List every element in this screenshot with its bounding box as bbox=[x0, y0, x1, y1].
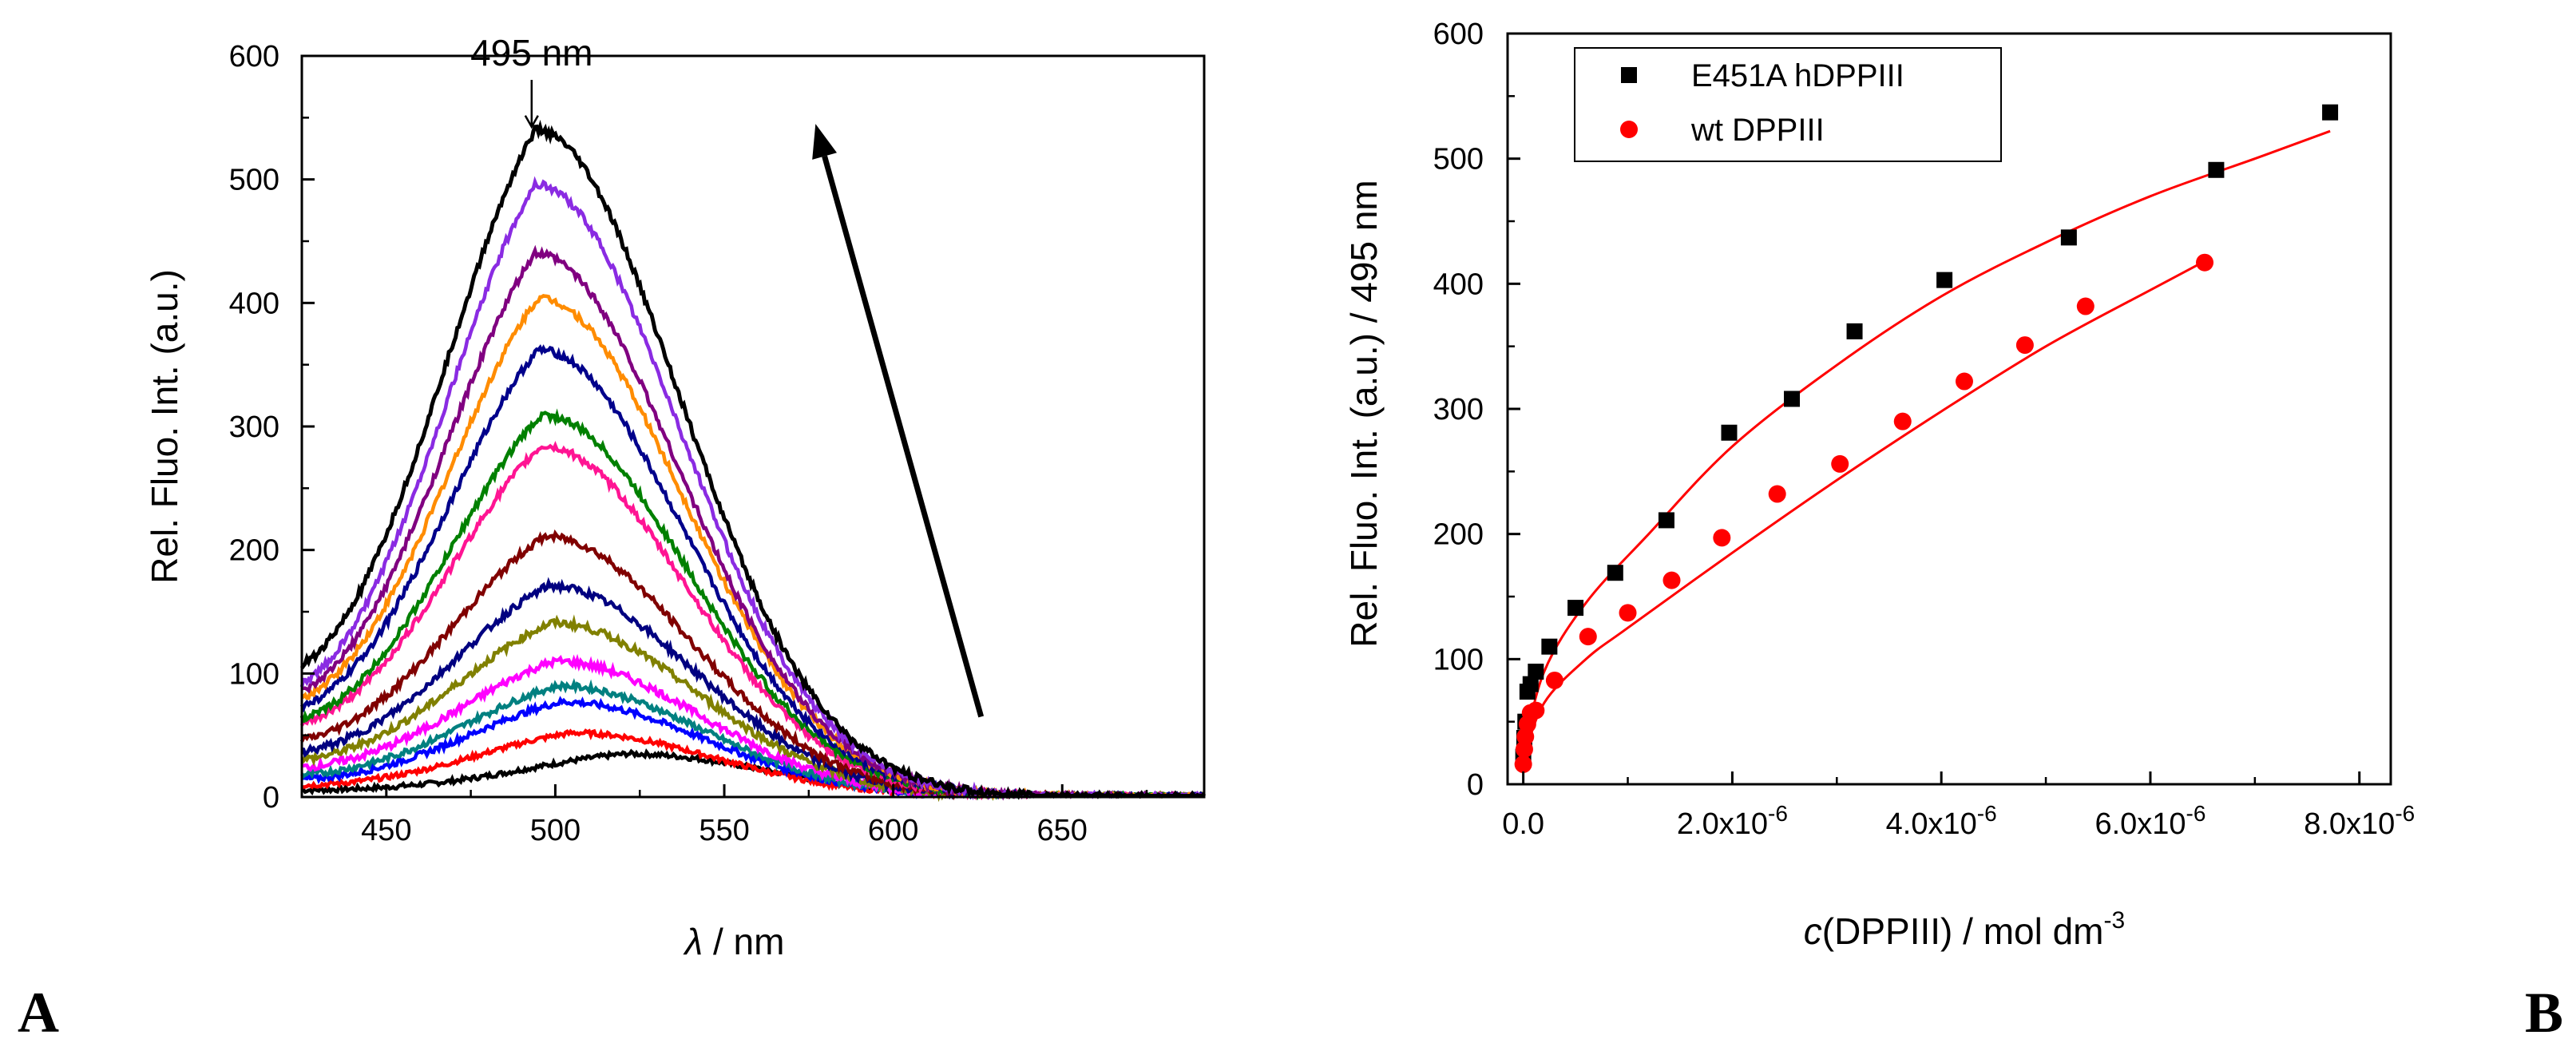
panel-b-plot-frame bbox=[1506, 32, 2392, 786]
panel-b-ylabel: Rel. Fluo. Int. (a.u.) / 495 nm bbox=[1343, 180, 1385, 647]
legend-box bbox=[1574, 47, 2002, 162]
data-point-wt bbox=[1768, 485, 1786, 503]
peak-annotation: 495 nm bbox=[470, 32, 593, 129]
data-point-e451a bbox=[1658, 512, 1674, 529]
panel-b-xlabel-sup: -3 bbox=[2104, 907, 2126, 934]
panel-a-letter: A bbox=[18, 981, 59, 1043]
data-point-e451a bbox=[2322, 104, 2339, 121]
legend-marker-circle bbox=[1620, 121, 1638, 138]
panel-a-x-tick-label: 650 bbox=[1037, 814, 1088, 847]
trend-arrow-shaft bbox=[822, 155, 985, 718]
data-point-wt bbox=[1893, 412, 1912, 430]
panel-a-chart: 450 500 550 600 650 0 100 200 300 400 500 600 495 n… bbox=[18, 32, 1206, 1043]
data-point-wt bbox=[1619, 604, 1637, 622]
panel-a-ylabel: Rel. Fluo. Int. (a.u.) bbox=[144, 269, 185, 584]
data-point-wt bbox=[1713, 529, 1731, 547]
panel-a-series-group bbox=[299, 119, 1206, 803]
panel-a-x-tick-label: 500 bbox=[530, 814, 581, 847]
peak-annotation-label: 495 nm bbox=[470, 32, 592, 73]
panel-b-y-tick-label: 400 bbox=[1433, 268, 1484, 301]
data-point-e451a bbox=[1567, 600, 1584, 617]
panel-b-y-tick-label: 100 bbox=[1433, 643, 1484, 676]
legend-label-wt: wt DPPIII bbox=[1690, 113, 1825, 148]
panel-a-y-tick-label: 500 bbox=[229, 164, 279, 197]
panel-b-letter: B bbox=[2525, 981, 2563, 1043]
panel-a-y-tick-label: 100 bbox=[229, 657, 279, 691]
data-point-e451a bbox=[2060, 229, 2077, 246]
data-point-wt bbox=[1545, 671, 1563, 689]
panel-a-y-tick-label: 200 bbox=[229, 534, 279, 568]
data-point-wt bbox=[1663, 571, 1681, 589]
panel-b-x-tick-label: 6.0x10-6 bbox=[2094, 801, 2205, 841]
panel-b-chart: 0.0 2.0x10-6 4.0x10-6 6.0x10-6 8.0x10-6 0 100 2… bbox=[1343, 18, 2563, 1043]
data-point-wt bbox=[1955, 372, 1973, 391]
panel-b-x-tick-label: 2.0x10-6 bbox=[1677, 801, 1788, 841]
data-point-e451a bbox=[1528, 664, 1544, 680]
panel-b-points bbox=[1514, 104, 2339, 773]
panel-a-plot-frame bbox=[300, 54, 1206, 799]
panel-b-y-tick-label: 500 bbox=[1433, 143, 1484, 176]
legend-label-e451a: E451A hDPPIII bbox=[1691, 58, 1904, 93]
data-point-e451a bbox=[1607, 565, 1623, 581]
panel-b-y-tick-label: 300 bbox=[1433, 393, 1484, 426]
trend-arrow bbox=[812, 124, 985, 718]
panel-a-y-tick-label: 400 bbox=[229, 287, 279, 320]
data-point-wt bbox=[1831, 454, 1849, 473]
data-point-wt bbox=[1514, 755, 1532, 773]
panel-b-xlabel-rest: (DPPIII) / mol dm bbox=[1822, 910, 2104, 952]
panel-b-x-tick-label: 0.0 bbox=[1502, 807, 1544, 841]
panel-b-x-tick-label: 8.0x10-6 bbox=[2304, 801, 2415, 841]
panel-a-y-tick-label: 300 bbox=[229, 410, 279, 444]
data-point-e451a bbox=[1784, 391, 1801, 407]
data-point-wt bbox=[2196, 253, 2214, 272]
panel-b-y-tick-label: 0 bbox=[1467, 768, 1484, 802]
panel-a-y-tick-label: 0 bbox=[263, 781, 279, 815]
data-point-e451a bbox=[1541, 638, 1558, 655]
peak-annotation-arrowhead bbox=[524, 115, 539, 129]
panel-a-x-tick-label: 600 bbox=[868, 814, 918, 847]
data-point-wt bbox=[1527, 701, 1545, 720]
fit-curve-1 bbox=[1522, 260, 2205, 760]
trend-arrow-head bbox=[812, 124, 838, 160]
data-point-wt bbox=[1579, 628, 1597, 646]
data-point-wt bbox=[2015, 336, 2034, 355]
data-point-wt bbox=[2076, 297, 2094, 315]
panel-a-xlabel-symbol: λ bbox=[683, 921, 703, 962]
data-point-e451a bbox=[1936, 272, 1953, 288]
panel-b-xlabel-italic: c bbox=[1804, 910, 1822, 952]
panel-a-ticks: 450 500 550 600 650 0 100 200 300 400 500 600 bbox=[229, 40, 1148, 847]
panel-a-xlabel-unit: / nm bbox=[703, 921, 784, 962]
legend-marker-square bbox=[1621, 67, 1637, 83]
data-point-e451a bbox=[2208, 161, 2225, 178]
panel-a-x-tick-label: 450 bbox=[361, 814, 411, 847]
panel-b-ticks: 0.0 2.0x10-6 4.0x10-6 6.0x10-6 8.0x10-6 0 100 2… bbox=[1433, 18, 2415, 841]
data-point-e451a bbox=[1522, 676, 1539, 692]
data-point-e451a bbox=[1846, 323, 1863, 339]
data-point-e451a bbox=[1721, 424, 1738, 441]
panel-a-y-tick-label: 600 bbox=[229, 40, 279, 73]
panel-b-y-tick-label: 200 bbox=[1433, 518, 1484, 552]
panel-a-xlabel: λ / nm bbox=[683, 921, 785, 962]
panel-b-xlabel: c(DPPIII) / mol dm-3 bbox=[1804, 907, 2125, 952]
panel-a-x-tick-label: 550 bbox=[699, 814, 749, 847]
panel-b-x-tick-label: 4.0x10-6 bbox=[1886, 801, 1997, 841]
panel-b-y-tick-label: 600 bbox=[1433, 18, 1484, 51]
legend: E451A hDPPIII wt DPPIII bbox=[1574, 47, 2002, 162]
